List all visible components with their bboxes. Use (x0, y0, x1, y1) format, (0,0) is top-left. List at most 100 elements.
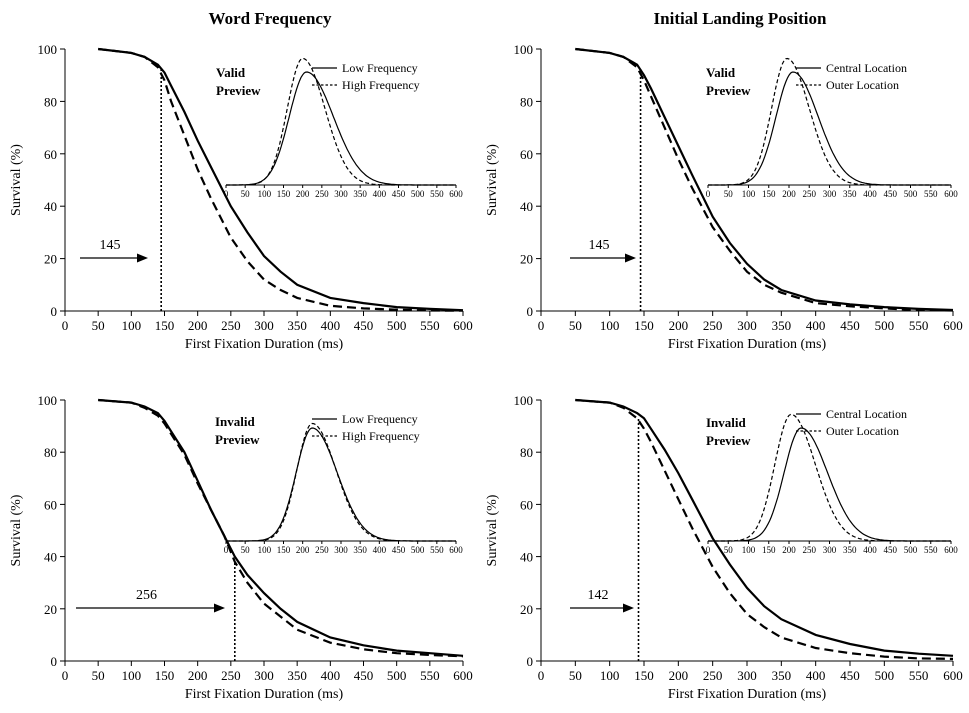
x-tick-label: 100 (122, 668, 142, 683)
x-tick-label: 200 (188, 318, 208, 333)
legend-label: Outer Location (826, 78, 899, 92)
inset-tick-label: 150 (762, 545, 776, 555)
chart-panel-3: 0 20 40 60 80 100 0 50 100 150 200 250 300 350 400 450 5… (9, 393, 473, 702)
inset-tick-label: 600 (449, 545, 463, 555)
x-tick-label: 500 (875, 668, 895, 683)
inset-tick-label: 450 (392, 189, 406, 199)
inset-tick-label: 550 (430, 189, 444, 199)
y-tick-label: 40 (520, 199, 533, 214)
legend-label: Low Frequency (342, 412, 418, 426)
inset-distribution-solid (226, 427, 456, 542)
x-tick-label: 150 (634, 318, 654, 333)
y-tick-label: 60 (44, 147, 57, 162)
x-tick-label: 250 (221, 668, 241, 683)
divergence-point-label: 145 (589, 238, 610, 253)
chart-panel-4: 0 20 40 60 80 100 0 50 100 150 200 250 300 350 400 450 5… (485, 393, 963, 702)
legend-label: High Frequency (342, 78, 420, 92)
x-tick-label: 100 (122, 318, 142, 333)
inset-tick-label: 200 (296, 545, 310, 555)
inset-tick-label: 300 (823, 545, 837, 555)
y-tick-label: 60 (520, 147, 533, 162)
x-tick-label: 400 (321, 668, 341, 683)
y-tick-label: 20 (520, 252, 533, 267)
y-tick-label: 100 (514, 42, 534, 57)
condition-label-line1: Invalid (215, 414, 256, 429)
y-tick-label: 80 (520, 94, 533, 109)
inset-tick-label: 450 (884, 189, 898, 199)
y-tick-label: 0 (527, 654, 534, 669)
inset-tick-label: 100 (742, 545, 756, 555)
x-tick-label: 400 (806, 318, 826, 333)
inset-tick-label: 150 (277, 189, 291, 199)
x-tick-label: 0 (62, 318, 69, 333)
x-tick-label: 150 (155, 668, 175, 683)
inset-tick-label: 350 (353, 189, 367, 199)
y-axis-label: Survival (%) (9, 144, 24, 216)
condition-label-line2: Preview (706, 83, 751, 98)
condition-label-line1: Valid (706, 65, 736, 80)
x-tick-label: 300 (737, 318, 757, 333)
inset-tick-label: 50 (241, 189, 251, 199)
x-tick-label: 50 (569, 668, 582, 683)
y-tick-label: 0 (51, 304, 58, 319)
x-tick-label: 50 (569, 318, 582, 333)
x-tick-label: 0 (538, 318, 545, 333)
legend-label: High Frequency (342, 429, 420, 443)
x-tick-label: 350 (287, 318, 307, 333)
inset-tick-label: 250 (315, 189, 329, 199)
y-tick-label: 20 (44, 602, 57, 617)
inset-tick-label: 500 (411, 189, 425, 199)
x-axis-label: First Fixation Duration (ms) (185, 337, 344, 352)
divergence-arrow-head (214, 603, 225, 613)
column-title-word-frequency: Word Frequency (209, 9, 332, 28)
x-tick-label: 600 (943, 668, 963, 683)
series-line-solid (575, 398, 954, 657)
inset-tick-label: 550 (924, 545, 938, 555)
x-tick-label: 450 (354, 668, 374, 683)
inset-tick-label: 600 (944, 189, 958, 199)
x-tick-label: 350 (772, 668, 792, 683)
condition-label-line2: Preview (216, 83, 261, 98)
y-tick-label: 0 (51, 654, 58, 669)
y-tick-label: 20 (44, 252, 57, 267)
inset-distribution-solid (708, 71, 951, 186)
x-tick-label: 200 (669, 668, 689, 683)
inset-tick-label: 150 (277, 545, 291, 555)
x-tick-label: 350 (772, 318, 792, 333)
y-tick-label: 40 (44, 199, 57, 214)
x-tick-label: 450 (354, 318, 374, 333)
y-axis-label: Survival (%) (485, 494, 500, 566)
x-tick-label: 0 (538, 668, 545, 683)
series-line-solid (98, 47, 464, 312)
x-tick-label: 550 (420, 668, 440, 683)
inset-tick-label: 500 (411, 545, 425, 555)
inset-tick-label: 600 (449, 189, 463, 199)
inset-tick-label: 450 (884, 545, 898, 555)
inset-tick-label: 0 (224, 545, 229, 555)
inset-tick-label: 250 (315, 545, 329, 555)
y-tick-label: 80 (44, 94, 57, 109)
condition-label-line1: Valid (216, 65, 246, 80)
x-tick-label: 0 (62, 668, 69, 683)
x-tick-label: 450 (840, 668, 860, 683)
x-tick-label: 400 (806, 668, 826, 683)
legend-label: Low Frequency (342, 61, 418, 75)
x-tick-label: 50 (92, 668, 105, 683)
x-tick-label: 150 (155, 318, 175, 333)
x-tick-label: 350 (287, 668, 307, 683)
inset-distribution-dashed (226, 422, 456, 542)
inset-tick-label: 400 (373, 545, 387, 555)
x-axis-label: First Fixation Duration (ms) (668, 337, 827, 352)
x-tick-label: 100 (600, 668, 620, 683)
inset-tick-label: 400 (863, 545, 877, 555)
inset-distribution-dashed (226, 57, 456, 186)
divergence-point-label: 142 (588, 588, 609, 603)
inset-tick-label: 200 (782, 189, 796, 199)
series-line-dashed (98, 398, 464, 658)
inset-distribution-dashed (708, 413, 951, 542)
y-axis-label: Survival (%) (485, 144, 500, 216)
y-axis-label: Survival (%) (9, 494, 24, 566)
inset-tick-label: 0 (224, 189, 229, 199)
inset-tick-label: 400 (373, 189, 387, 199)
